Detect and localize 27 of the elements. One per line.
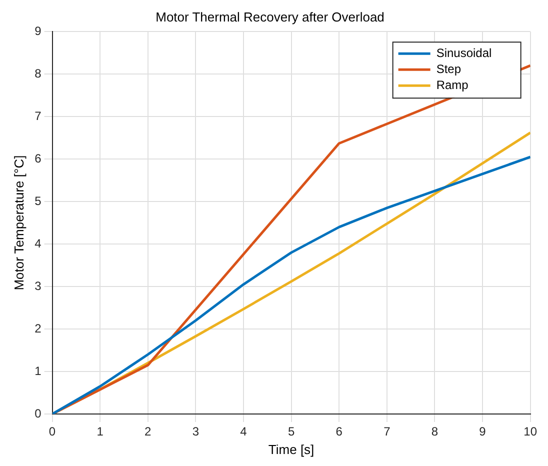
x-tick-label: 3 (192, 424, 200, 439)
x-tick-label: 7 (384, 424, 391, 439)
y-tick-label: 5 (34, 194, 42, 208)
x-tick-label: 8 (431, 424, 438, 439)
y-tick-label: 6 (34, 151, 42, 166)
legend-label: Step (436, 62, 462, 76)
x-tick-label: 0 (48, 424, 56, 439)
x-tick-label: 9 (479, 424, 486, 439)
x-tick-label: 2 (144, 424, 152, 439)
chart-title: Motor Thermal Recovery after Overload (156, 9, 384, 24)
legend-label: Sinusoidal (436, 46, 492, 60)
x-tick-label: 10 (524, 424, 538, 439)
x-tick-label: 5 (288, 424, 295, 439)
y-axis-title: Motor Temperature [°C] (11, 155, 26, 290)
y-tick-label: 9 (34, 24, 42, 38)
y-tick-label: 1 (34, 364, 42, 378)
legend-label: Ramp (436, 78, 469, 92)
y-tick-label: 2 (34, 321, 42, 336)
y-tick-label: 8 (34, 66, 42, 80)
x-axis-title: Time [s] (268, 442, 314, 457)
x-tick-label: 1 (96, 424, 104, 439)
y-tick-label: 0 (34, 406, 42, 420)
x-tick-label: 6 (336, 424, 343, 439)
y-tick-label: 7 (34, 108, 42, 123)
y-tick-label: 3 (34, 278, 42, 293)
y-tick-label: 4 (34, 236, 42, 250)
x-tick-label: 4 (240, 424, 248, 439)
